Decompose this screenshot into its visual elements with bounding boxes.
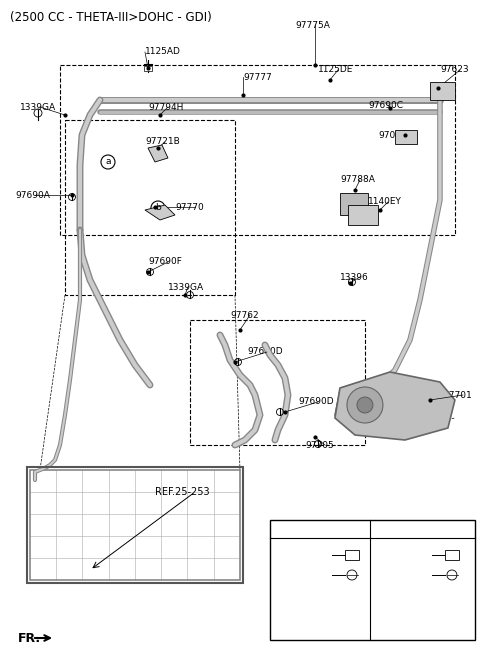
- Circle shape: [413, 522, 427, 536]
- Bar: [445, 550, 459, 560]
- Text: 97794H: 97794H: [148, 102, 183, 112]
- Text: b: b: [155, 204, 161, 212]
- Text: 97770: 97770: [175, 202, 204, 212]
- Text: 97701: 97701: [443, 390, 472, 399]
- Text: 1125AD: 1125AD: [145, 47, 181, 57]
- Text: FR.: FR.: [18, 631, 41, 645]
- Text: 97690D: 97690D: [298, 397, 334, 407]
- Text: a: a: [317, 524, 323, 533]
- Polygon shape: [145, 205, 175, 220]
- Text: 97705: 97705: [305, 440, 334, 449]
- Circle shape: [313, 522, 327, 536]
- Text: 97788A: 97788A: [340, 175, 375, 185]
- Text: 97777: 97777: [243, 72, 272, 81]
- Circle shape: [347, 387, 383, 423]
- Circle shape: [101, 155, 115, 169]
- Text: 97812B: 97812B: [380, 570, 415, 579]
- Text: 1125DE: 1125DE: [318, 66, 353, 74]
- Polygon shape: [148, 145, 168, 162]
- Bar: [144, 66, 152, 71]
- Text: 97812B: 97812B: [280, 570, 315, 579]
- Text: 97811B: 97811B: [380, 551, 415, 560]
- Text: 97690F: 97690F: [148, 258, 182, 267]
- Circle shape: [357, 397, 373, 413]
- Text: 97690D: 97690D: [247, 348, 283, 357]
- Text: 97811C: 97811C: [280, 551, 315, 560]
- Text: 97762: 97762: [230, 311, 259, 319]
- Text: 97083: 97083: [378, 131, 407, 139]
- Text: b: b: [417, 524, 423, 533]
- Text: 1339GA: 1339GA: [20, 102, 56, 112]
- Bar: [340, 193, 368, 215]
- Text: 97690C: 97690C: [368, 101, 403, 110]
- Polygon shape: [335, 375, 450, 435]
- Text: 97775A: 97775A: [295, 20, 330, 30]
- Bar: [348, 205, 378, 225]
- Text: 97721B: 97721B: [145, 137, 180, 147]
- Text: a: a: [105, 158, 111, 166]
- Text: REF.25-253: REF.25-253: [155, 487, 210, 497]
- Text: 13396: 13396: [340, 273, 369, 281]
- Bar: [430, 82, 455, 100]
- Text: 97690A: 97690A: [15, 191, 50, 200]
- Text: 1140EY: 1140EY: [368, 198, 402, 206]
- Text: (2500 CC - THETA-III>DOHC - GDI): (2500 CC - THETA-III>DOHC - GDI): [10, 12, 212, 24]
- Circle shape: [151, 201, 165, 215]
- Polygon shape: [335, 372, 455, 440]
- Bar: [27, 467, 243, 583]
- Text: 97623: 97623: [440, 66, 468, 74]
- Bar: [395, 130, 417, 144]
- Bar: [345, 550, 359, 560]
- Bar: [30, 470, 240, 580]
- Text: 1339GA: 1339GA: [168, 283, 204, 292]
- Bar: [270, 520, 475, 640]
